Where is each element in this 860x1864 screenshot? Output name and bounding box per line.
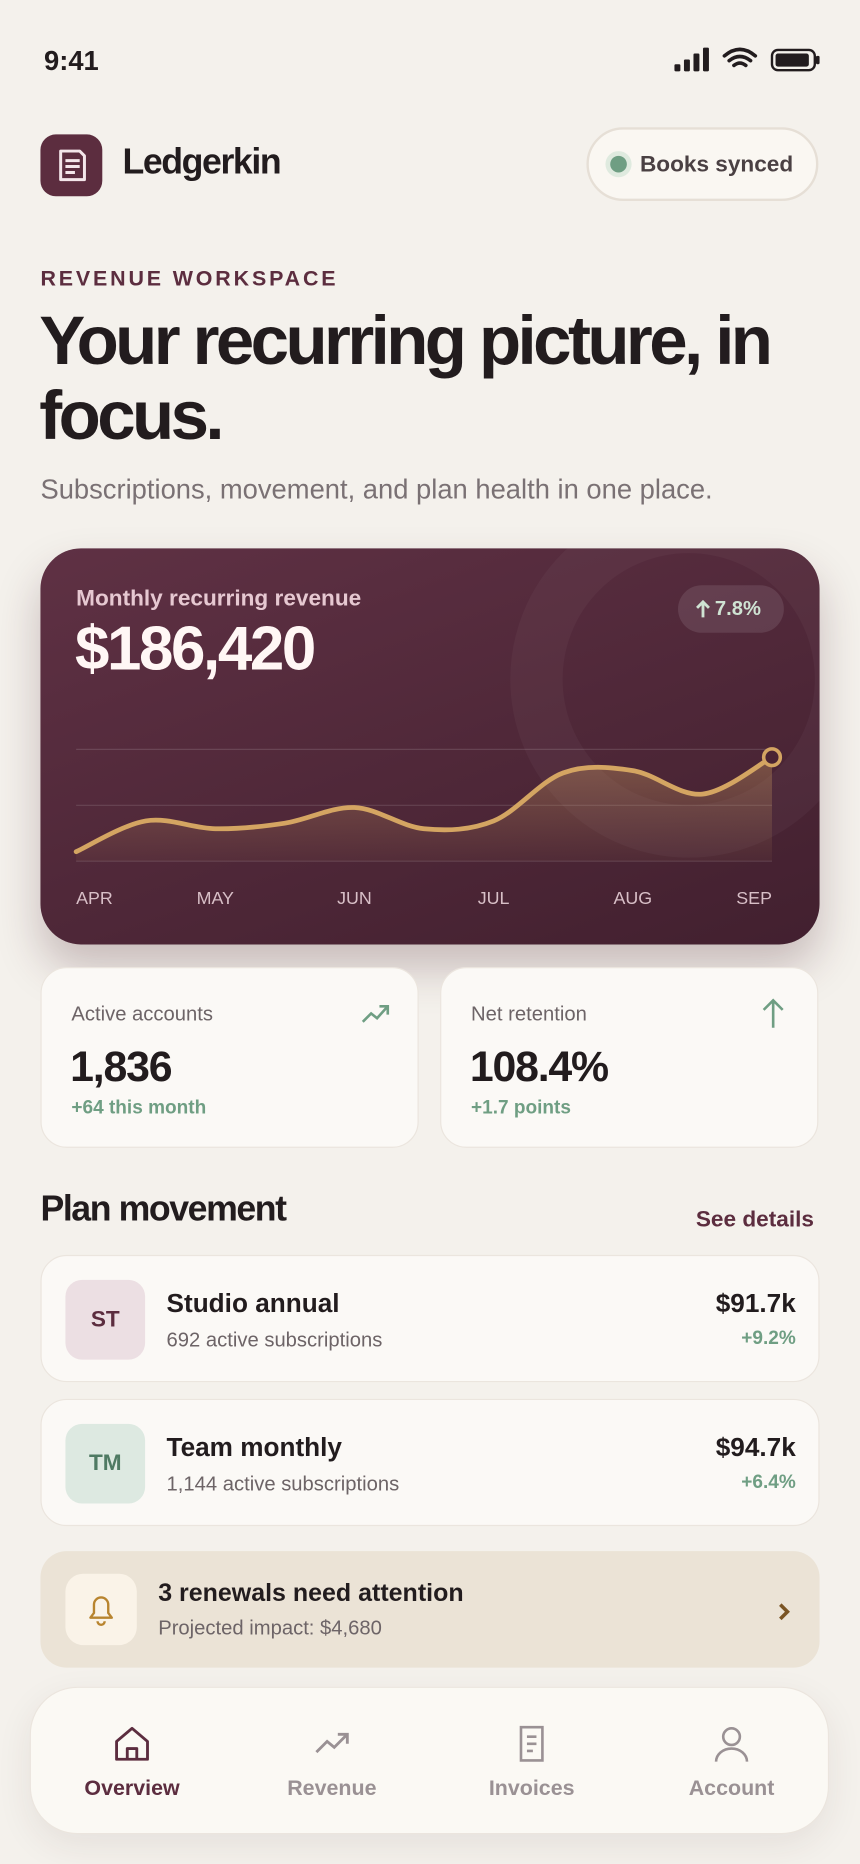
alert-detail: Projected impact: $4,680 (158, 1616, 382, 1640)
mrr-value: $186,420 (74, 614, 316, 684)
mrr-chart: APR MAY JUN JUL AUG SEP (73, 747, 783, 908)
plan-subscriptions: 692 active subscriptions (166, 1328, 383, 1352)
x-tick-label: JUN (337, 888, 372, 908)
bottom-nav: Overview Revenue Invoices Account (29, 1686, 830, 1835)
mrr-change-badge: 7.8% (678, 585, 784, 633)
stat-card: Net retention 108.4% +1.7 points (440, 967, 819, 1148)
mrr-label: Monthly recurring revenue (76, 586, 362, 612)
plan-name: Studio annual (166, 1288, 340, 1318)
stat-delta: +1.7 points (471, 1097, 571, 1119)
stat-label: Net retention (471, 1002, 587, 1026)
stat-value: 1,836 (70, 1041, 172, 1091)
nav-label[interactable]: Invoices (488, 1775, 575, 1800)
section-title: Plan movement (40, 1189, 287, 1229)
x-tick-label: JUL (478, 888, 510, 908)
nav-icon (315, 1732, 349, 1754)
plan-row[interactable]: TM Team monthly 1,144 active subscriptio… (40, 1398, 820, 1527)
plan-row[interactable]: ST Studio annual 692 active subscription… (40, 1254, 820, 1383)
plan-name: Team monthly (166, 1432, 342, 1462)
sync-pill[interactable]: Books synced (586, 127, 819, 202)
plan-subscriptions: 1,144 active subscriptions (166, 1472, 400, 1496)
stat-delta: +64 this month (71, 1097, 207, 1119)
x-tick-label: SEP (736, 888, 772, 908)
nav-icon (714, 1727, 749, 1762)
nav-label[interactable]: Overview (84, 1775, 180, 1800)
see-details-link[interactable]: See details (695, 1207, 814, 1233)
x-tick-label: AUG (613, 888, 652, 908)
hero-subtitle: Subscriptions, movement, and plan health… (40, 473, 713, 505)
alert-banner[interactable]: 3 renewals need attention Projected impa… (40, 1551, 820, 1668)
mrr-change: 7.8% (714, 597, 761, 620)
mrr-card: Monthly recurring revenue $186,420 7.8% … (40, 548, 820, 945)
nav-icon (115, 1726, 149, 1761)
chart-area (76, 757, 772, 862)
stat-value: 108.4% (469, 1041, 609, 1091)
alert-icon (65, 1573, 137, 1646)
status-icons (674, 47, 820, 72)
plan-change: +6.4% (741, 1472, 796, 1493)
sync-label: Books synced (639, 152, 794, 178)
plan-avatar: TM (65, 1423, 146, 1504)
x-tick-label: APR (76, 888, 113, 908)
chart-endpoint (761, 747, 783, 768)
nav-label[interactable]: Account (688, 1775, 775, 1800)
stat-card: Active accounts 1,836 +64 this month (40, 967, 419, 1148)
eyebrow: REVENUE WORKSPACE (40, 266, 339, 291)
sync-dot (610, 155, 627, 173)
plan-avatar: ST (65, 1279, 146, 1360)
chart-line (73, 754, 775, 855)
alert-title: 3 renewals need attention (158, 1579, 464, 1608)
nav-label[interactable]: Revenue (287, 1775, 377, 1800)
status-time: 9:41 (44, 45, 99, 77)
hero-title: Your recurring picture, in focus. (39, 302, 773, 455)
app-logo (40, 134, 103, 197)
stat-label: Active accounts (71, 1002, 213, 1026)
plan-revenue: $94.7k (715, 1432, 796, 1462)
x-tick-label: MAY (197, 888, 234, 908)
app-name: Ledgerkin (122, 142, 282, 182)
plan-revenue: $91.7k (715, 1288, 796, 1318)
plan-change: +9.2% (741, 1328, 796, 1349)
nav-icon (519, 1725, 544, 1762)
